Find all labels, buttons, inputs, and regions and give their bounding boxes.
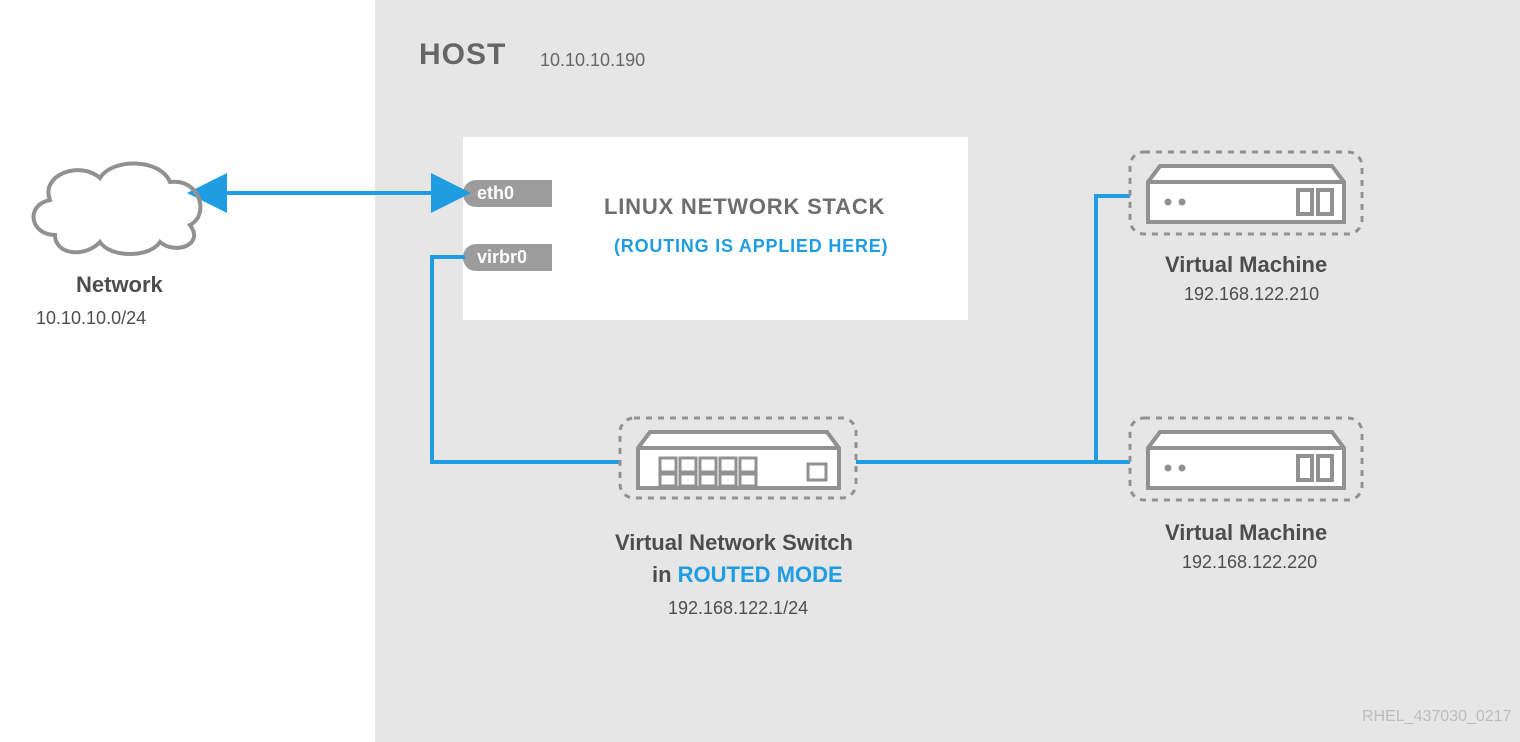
- diagram-svg: [0, 0, 1520, 742]
- virtual-switch-icon: [620, 418, 856, 498]
- link-virbr0-switch: [432, 257, 630, 462]
- cloud-icon: [34, 163, 201, 254]
- vm2-server-icon: [1130, 418, 1362, 500]
- vm1-server-icon: [1130, 152, 1362, 234]
